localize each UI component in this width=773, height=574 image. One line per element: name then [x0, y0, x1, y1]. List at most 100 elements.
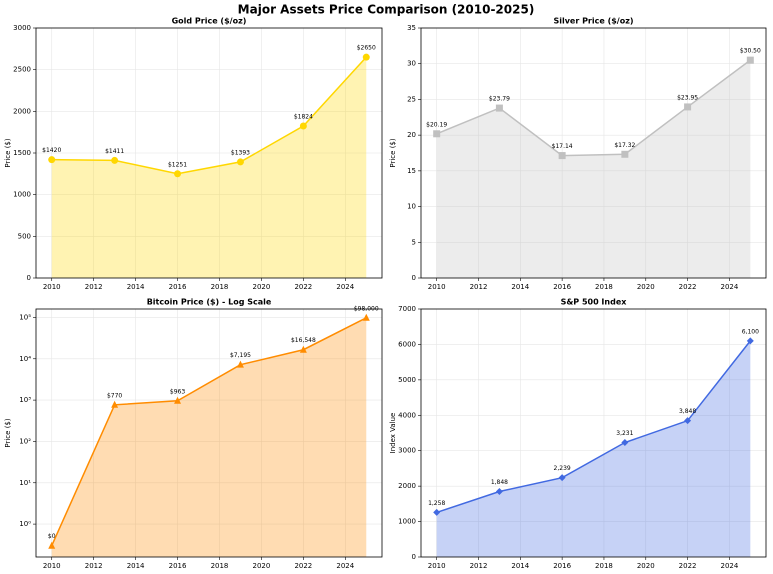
y-tick-label: 35	[407, 24, 416, 32]
value-label: $20.19	[426, 121, 447, 128]
x-tick-label: 2010	[428, 562, 446, 570]
line	[51, 56, 367, 175]
y-tick-label: 5000	[398, 376, 416, 384]
y-tick-label: 4000	[398, 411, 416, 419]
y-tick-label: 7000	[398, 305, 416, 313]
y-tick-label: 1000	[398, 518, 416, 526]
y-tick-label: 0	[412, 274, 416, 282]
subplot-title: Bitcoin Price ($) - Log Scale	[147, 298, 272, 307]
y-tick-label: 15	[407, 167, 416, 175]
x-tick-label: 2012	[85, 562, 103, 570]
y-tick-label: 10⁰	[19, 520, 31, 528]
figure-title: Major Assets Price Comparison (2010-2025…	[238, 3, 535, 17]
marker	[48, 156, 56, 164]
y-tick-label: 30	[407, 60, 416, 68]
subplot-title: S&P 500 Index	[561, 298, 628, 307]
y-tick-label: 10⁵	[19, 313, 31, 321]
x-tick-label: 2022	[679, 562, 697, 570]
y-tick-label: 0	[412, 553, 416, 561]
area	[436, 60, 751, 279]
marker	[495, 104, 503, 112]
value-label: $17.14	[552, 143, 573, 150]
y-tick-label: 3000	[398, 447, 416, 455]
marker	[362, 313, 370, 321]
line	[436, 340, 751, 514]
value-label: $0	[48, 533, 56, 540]
marker	[48, 541, 56, 549]
value-label: $770	[107, 392, 122, 399]
value-label: $16,548	[291, 337, 316, 344]
y-axis-label: Price ($)	[4, 138, 12, 167]
marker	[236, 158, 244, 166]
x-tick-label: 2022	[294, 562, 312, 570]
y-tick-label: 10⁴	[19, 355, 31, 363]
line	[51, 317, 367, 547]
y-tick-label: 10³	[19, 396, 31, 404]
marker	[174, 170, 182, 178]
x-tick-label: 2022	[679, 283, 697, 291]
area	[51, 57, 367, 278]
subplot-title: Silver Price ($/oz)	[553, 17, 633, 26]
y-tick-label: 5	[412, 238, 416, 246]
marker	[746, 56, 754, 64]
marker	[174, 396, 182, 404]
value-label: 3,848	[679, 408, 696, 415]
x-tick-label: 2024	[720, 283, 738, 291]
marker	[495, 488, 503, 496]
marker	[299, 345, 307, 353]
value-label: $1411	[105, 148, 124, 155]
x-tick-label: 2018	[595, 562, 613, 570]
x-tick-label: 2018	[211, 562, 229, 570]
x-tick-label: 2010	[428, 283, 446, 291]
y-tick-label: 1500	[13, 149, 31, 157]
marker	[236, 360, 244, 368]
value-label: $30.50	[740, 48, 761, 55]
y-axis-label: Index Value	[389, 413, 397, 454]
area	[51, 317, 367, 557]
x-tick-label: 2020	[637, 562, 655, 570]
marker	[111, 156, 119, 164]
marker	[621, 439, 629, 447]
x-tick-label: 2016	[169, 283, 187, 291]
y-tick-label: 2500	[13, 66, 31, 74]
marker	[621, 150, 629, 158]
x-tick-label: 2012	[470, 283, 488, 291]
value-label: $1251	[168, 161, 187, 168]
y-tick-label: 3000	[13, 24, 31, 32]
x-tick-label: 2020	[637, 283, 655, 291]
axes-frame	[35, 308, 383, 558]
value-label: $23.79	[489, 96, 510, 103]
marker	[684, 417, 692, 425]
y-tick-label: 10	[407, 203, 416, 211]
y-tick-label: 10¹	[19, 479, 31, 487]
marker	[558, 152, 566, 160]
x-tick-label: 2016	[553, 283, 571, 291]
x-tick-label: 2010	[43, 283, 61, 291]
y-tick-label: 6000	[398, 340, 416, 348]
marker	[684, 103, 692, 111]
y-tick-label: 0	[27, 274, 31, 282]
x-tick-label: 2024	[336, 562, 354, 570]
x-tick-label: 2012	[85, 283, 103, 291]
x-tick-label: 2018	[595, 283, 613, 291]
axes-frame	[420, 27, 767, 279]
marker	[433, 508, 441, 516]
x-tick-label: 2018	[211, 283, 229, 291]
marker	[299, 122, 307, 130]
x-tick-label: 2024	[336, 283, 354, 291]
value-label: $963	[170, 388, 185, 395]
axes-frame	[35, 27, 383, 279]
area	[436, 340, 751, 557]
marker	[111, 400, 119, 408]
marker	[362, 53, 370, 61]
subplot-title: Gold Price ($/oz)	[172, 17, 247, 26]
x-tick-label: 2014	[127, 283, 145, 291]
value-label: 2,239	[554, 465, 571, 472]
value-label: $2650	[357, 45, 376, 52]
marker	[433, 130, 441, 138]
x-tick-label: 2014	[511, 562, 529, 570]
line	[436, 59, 751, 157]
x-tick-label: 2020	[253, 283, 271, 291]
